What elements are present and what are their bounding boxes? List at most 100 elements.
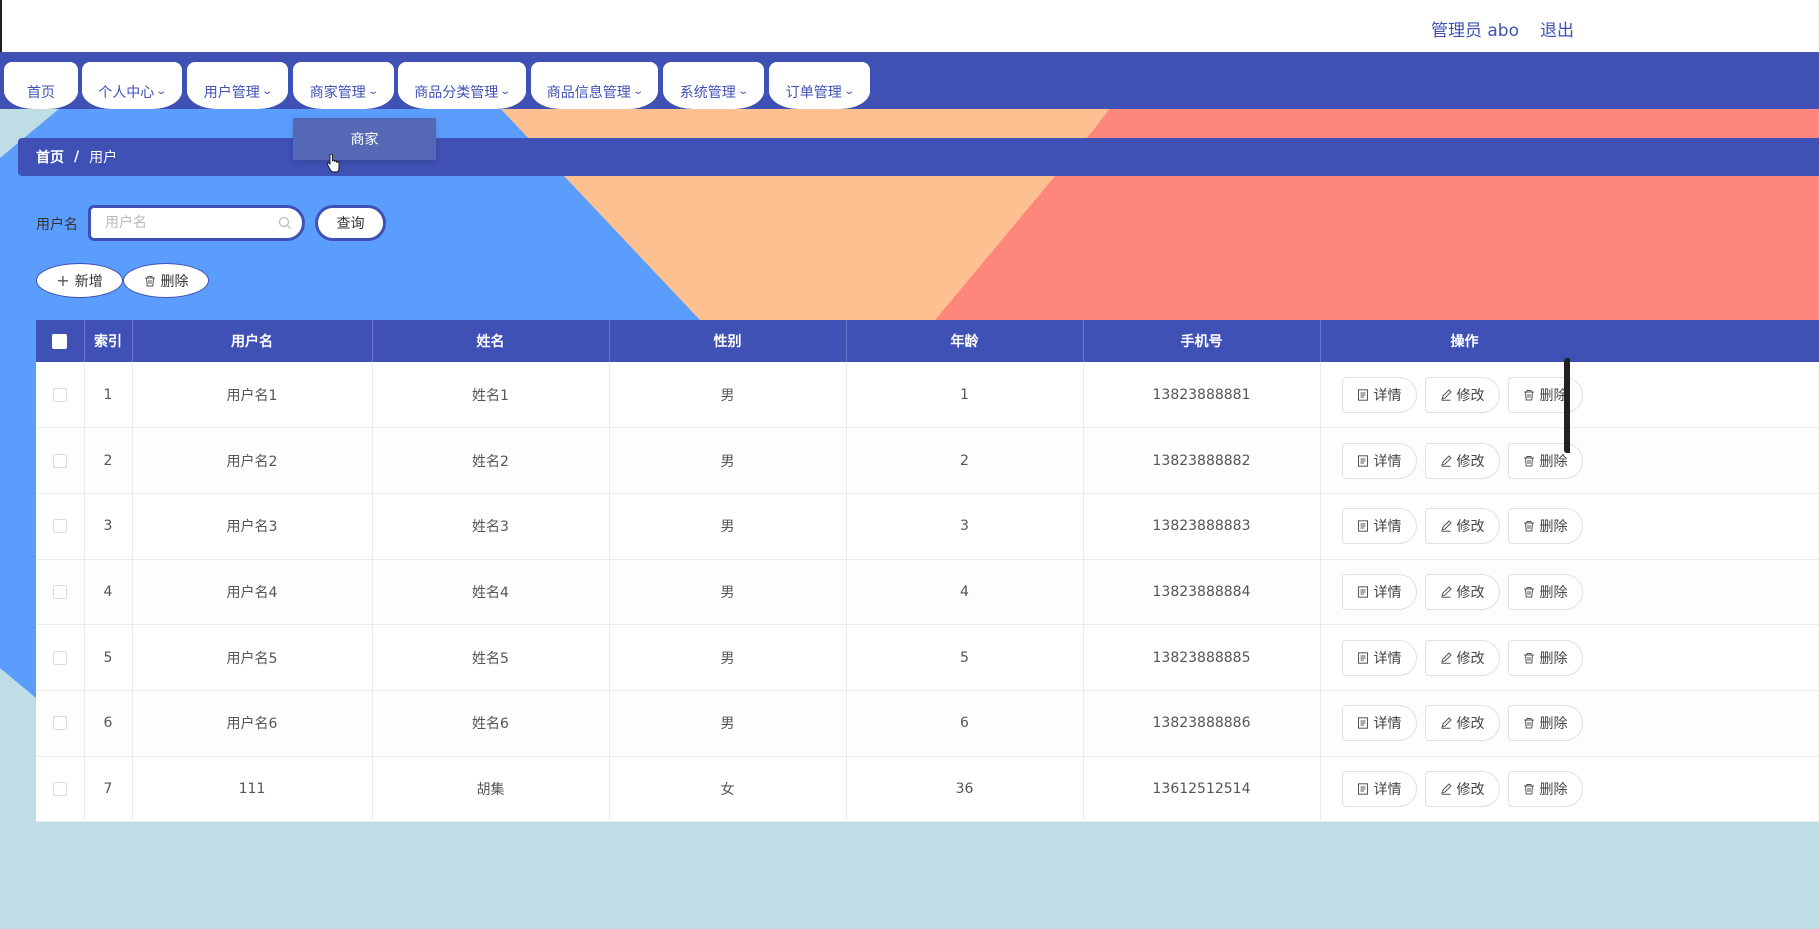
- row-checkbox[interactable]: [52, 584, 67, 599]
- row-select-cell[interactable]: [36, 624, 85, 691]
- add-button-label: 新增: [74, 273, 103, 290]
- edit-label: 修改: [1456, 387, 1485, 404]
- edit-button[interactable]: 修改: [1424, 770, 1500, 807]
- nav-item-label: 首页: [27, 84, 55, 101]
- detail-button[interactable]: 详情: [1341, 442, 1417, 479]
- document-icon: [1357, 586, 1368, 598]
- delete-button[interactable]: 删除: [1507, 442, 1583, 479]
- cell-index: 5: [84, 624, 133, 691]
- row-checkbox[interactable]: [52, 387, 67, 402]
- cell-index: 3: [84, 493, 133, 560]
- document-icon: [1357, 454, 1368, 467]
- cell-name: 姓名3: [372, 493, 610, 560]
- row-checkbox[interactable]: [52, 781, 67, 796]
- delete-button[interactable]: 删除: [1507, 376, 1583, 413]
- delete-button[interactable]: 删除: [1507, 705, 1583, 742]
- delete-button[interactable]: 删除: [1507, 639, 1583, 676]
- column-header: 用户名: [132, 320, 373, 362]
- delete-button-label: 删除: [160, 273, 189, 290]
- trash-icon: [1523, 389, 1534, 401]
- cell-gender: 男: [609, 559, 847, 626]
- chevron-down-icon: ⌄: [499, 86, 512, 97]
- pencil-icon: [1440, 717, 1452, 729]
- cell-gender: 男: [609, 493, 847, 560]
- detail-button[interactable]: 详情: [1341, 639, 1417, 676]
- dropdown-item-merchant[interactable]: 商家: [293, 118, 436, 160]
- batch-delete-button[interactable]: 删除: [123, 263, 209, 298]
- delete-label: 删除: [1539, 519, 1568, 536]
- trash-icon: [1523, 718, 1534, 729]
- row-checkbox[interactable]: [52, 519, 67, 534]
- edit-button[interactable]: 修改: [1424, 573, 1500, 610]
- search-field: [88, 205, 305, 241]
- nav-item-order-management[interactable]: 订单管理 ⌄: [769, 62, 870, 109]
- breadcrumb-current: 用户: [89, 150, 118, 166]
- pencil-icon: [1440, 586, 1452, 598]
- nav-item-personal-center[interactable]: 个人中心 ⌄: [82, 62, 182, 109]
- cell-username: 用户名5: [132, 624, 373, 691]
- delete-label: 删除: [1539, 781, 1568, 798]
- column-header: 年龄: [846, 320, 1084, 362]
- row-select-cell[interactable]: [36, 690, 85, 757]
- edit-button[interactable]: 修改: [1424, 639, 1500, 676]
- cell-index: 1: [84, 362, 133, 429]
- nav-item-category-management[interactable]: 商品分类管理 ⌄: [398, 62, 526, 109]
- pencil-icon: [1440, 388, 1452, 401]
- header-select-all[interactable]: [36, 320, 85, 362]
- table-row: 1 用户名1 姓名1 男 1 13823888881 详情 修改 删除: [36, 362, 1819, 429]
- nav-item-home[interactable]: 首页: [4, 62, 78, 109]
- detail-button[interactable]: 详情: [1341, 705, 1417, 742]
- table-header-row: 索引 用户名 姓名 性别 年龄 手机号 操作: [36, 320, 1819, 362]
- row-select-cell[interactable]: [36, 362, 85, 429]
- row-checkbox[interactable]: [52, 650, 67, 665]
- nav-item-product-management[interactable]: 商品信息管理 ⌄: [531, 62, 658, 109]
- nav-item-merchant-management[interactable]: 商家管理 ⌄: [293, 62, 394, 109]
- delete-label: 删除: [1539, 387, 1568, 404]
- detail-button[interactable]: 详情: [1341, 376, 1417, 413]
- detail-button[interactable]: 详情: [1341, 770, 1417, 807]
- cell-gender: 男: [609, 427, 847, 494]
- detail-button[interactable]: 详情: [1341, 508, 1417, 545]
- edit-button[interactable]: 修改: [1424, 508, 1500, 545]
- cell-username: 用户名2: [132, 427, 373, 494]
- row-checkbox[interactable]: [52, 453, 67, 468]
- search-input[interactable]: [105, 208, 275, 238]
- main-nav: 首页 个人中心 ⌄ 用户管理 ⌄ 商家管理 ⌄ 商品分类管理 ⌄ 商品信息管理 ⌄ 系统管…: [0, 52, 1819, 109]
- detail-label: 详情: [1373, 716, 1402, 733]
- table-row: 6 用户名6 姓名6 男 6 13823888886 详情 修改 删除: [36, 690, 1819, 757]
- row-select-cell[interactable]: [36, 756, 85, 823]
- breadcrumb-home[interactable]: 首页: [36, 150, 64, 166]
- chevron-down-icon: ⌄: [737, 86, 749, 97]
- edit-label: 修改: [1456, 781, 1485, 798]
- row-checkbox[interactable]: [52, 716, 67, 731]
- row-select-cell[interactable]: [36, 493, 85, 560]
- query-button[interactable]: 查询: [315, 205, 386, 241]
- nav-item-user-management[interactable]: 用户管理 ⌄: [187, 62, 288, 109]
- trash-icon: [1523, 586, 1534, 598]
- cell-username: 用户名1: [132, 362, 373, 429]
- nav-item-label: 商品信息管理: [546, 84, 631, 101]
- select-all-checkbox[interactable]: [52, 333, 68, 349]
- detail-label: 详情: [1373, 519, 1402, 536]
- cell-gender: 男: [609, 690, 847, 757]
- row-select-cell[interactable]: [36, 427, 85, 494]
- delete-button[interactable]: 删除: [1507, 508, 1583, 545]
- edit-button[interactable]: 修改: [1424, 705, 1500, 742]
- detail-button[interactable]: 详情: [1341, 573, 1417, 610]
- delete-button[interactable]: 删除: [1507, 770, 1583, 807]
- edit-button[interactable]: 修改: [1424, 442, 1500, 479]
- delete-button[interactable]: 删除: [1507, 573, 1583, 610]
- edit-label: 修改: [1456, 650, 1485, 667]
- pencil-icon: [1440, 651, 1452, 664]
- nav-item-system-management[interactable]: 系统管理 ⌄: [663, 62, 764, 109]
- delete-label: 删除: [1539, 453, 1568, 470]
- cell-phone: 13823888881: [1083, 362, 1321, 429]
- cell-username: 111: [132, 756, 373, 823]
- row-select-cell[interactable]: [36, 559, 85, 626]
- logout-link[interactable]: 退出: [1540, 21, 1574, 41]
- edit-button[interactable]: 修改: [1424, 376, 1500, 413]
- delete-label: 删除: [1539, 584, 1568, 601]
- add-button[interactable]: + 新增: [36, 263, 123, 298]
- plus-icon: +: [56, 271, 70, 290]
- scrollbar-handle[interactable]: [1564, 358, 1570, 453]
